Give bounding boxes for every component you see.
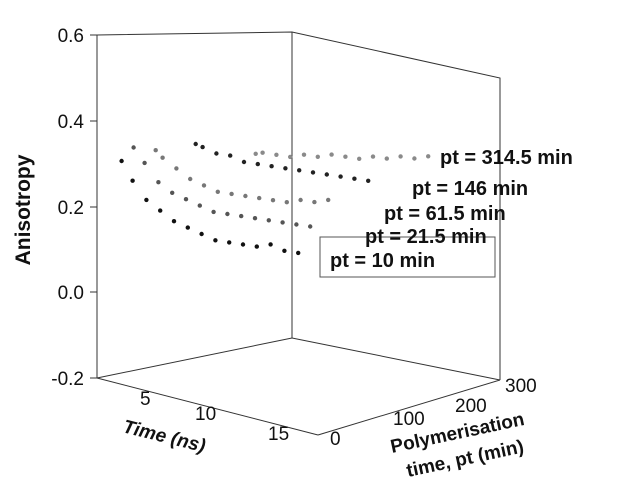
- data-point: [326, 197, 331, 203]
- data-point: [214, 151, 219, 156]
- data-point: [260, 150, 265, 155]
- chart-frame: [96, 31, 501, 436]
- data-point: [266, 218, 271, 223]
- data-point: [426, 154, 431, 159]
- data-point: [312, 199, 317, 205]
- data-point: [160, 155, 165, 160]
- y-tick-label: -0.2: [51, 369, 84, 390]
- data-point: [296, 250, 301, 256]
- data-point: [170, 190, 175, 195]
- tick-marks: [90, 34, 97, 379]
- z-axis-ticks: 300 200 100 0: [330, 376, 537, 450]
- data-point: [252, 216, 258, 221]
- z-tick-label: 100: [393, 409, 425, 430]
- data-point: [239, 213, 244, 219]
- y-tick-label: 0.2: [58, 198, 84, 219]
- data-point: [269, 164, 274, 169]
- series-label-61: pt = 61.5 min: [384, 203, 506, 225]
- data-point: [288, 154, 293, 160]
- data-point: [156, 180, 161, 185]
- data-point: [228, 153, 233, 158]
- data-point: [199, 231, 204, 237]
- data-point: [268, 242, 273, 247]
- data-point: [352, 176, 357, 181]
- data-point: [324, 172, 329, 177]
- data-point: [144, 197, 149, 203]
- data-point: [282, 248, 287, 253]
- data-point: [274, 152, 279, 157]
- data-point: [297, 168, 302, 173]
- data-point: [270, 198, 276, 203]
- data-point: [310, 170, 316, 175]
- data-point: [294, 222, 299, 227]
- data-point: [171, 219, 177, 224]
- data-point: [225, 211, 230, 217]
- data-point: [201, 183, 207, 188]
- series-labels: pt = 314.5 min pt = 146 min pt = 61.5 mi…: [330, 147, 573, 272]
- data-point: [315, 154, 320, 159]
- data-point: [188, 176, 193, 182]
- data-point: [343, 154, 348, 159]
- data-point: [174, 166, 179, 171]
- z-tick-label: 0: [330, 429, 341, 450]
- x-tick-label: 5: [140, 389, 151, 410]
- data-point: [197, 203, 202, 208]
- series-label-10: pt = 10 min: [330, 250, 435, 272]
- data-point: [131, 145, 136, 150]
- data-point: [183, 197, 189, 202]
- data-point: [142, 160, 147, 166]
- data-point: [119, 158, 124, 164]
- z-tick-label: 300: [505, 376, 537, 397]
- data-point: [253, 151, 258, 156]
- data-point: [298, 197, 303, 203]
- data-point: [370, 154, 376, 159]
- x-axis-ticks: 5 10 15: [140, 389, 289, 445]
- data-point: [185, 225, 190, 230]
- data-point: [366, 178, 371, 183]
- y-tick-label: 0.4: [58, 112, 85, 133]
- label-box: [319, 236, 496, 278]
- data-point: [255, 161, 260, 167]
- z-tick-label: 200: [455, 396, 487, 417]
- data-point: [153, 148, 158, 153]
- data-point: [283, 166, 288, 171]
- data-point: [412, 156, 417, 161]
- data-point: [329, 152, 334, 157]
- data-points: [119, 141, 431, 256]
- data-point: [308, 224, 313, 229]
- x-tick-label: 15: [268, 424, 289, 445]
- data-point: [193, 141, 198, 147]
- data-point: [243, 193, 248, 199]
- y-tick-label: 0.6: [58, 26, 84, 47]
- data-point: [227, 240, 232, 245]
- data-point: [158, 208, 163, 213]
- data-point: [130, 178, 135, 183]
- data-point: [241, 159, 247, 165]
- data-point: [284, 200, 289, 205]
- data-point: [257, 195, 262, 201]
- data-point: [357, 156, 362, 161]
- y-tick-label: 0.0: [58, 283, 84, 304]
- series-label-21: pt = 21.5 min: [365, 226, 487, 248]
- series-label-314: pt = 314.5 min: [440, 147, 573, 169]
- data-point: [384, 156, 389, 161]
- data-point: [301, 152, 307, 157]
- data-point: [240, 242, 246, 247]
- data-point: [213, 238, 218, 243]
- y-axis-ticks: 0.6 0.4 0.2 0.0 -0.2: [51, 26, 84, 390]
- x-tick-label: 10: [195, 404, 216, 425]
- data-point: [229, 191, 234, 197]
- data-point: [338, 174, 343, 179]
- y-axis-title: Anisotropy: [12, 154, 35, 265]
- data-point: [215, 189, 220, 194]
- data-point: [280, 220, 285, 225]
- data-point: [200, 144, 205, 150]
- series-label-146: pt = 146 min: [412, 178, 528, 200]
- data-point: [254, 244, 259, 249]
- data-point: [211, 209, 216, 215]
- data-point: [398, 154, 403, 159]
